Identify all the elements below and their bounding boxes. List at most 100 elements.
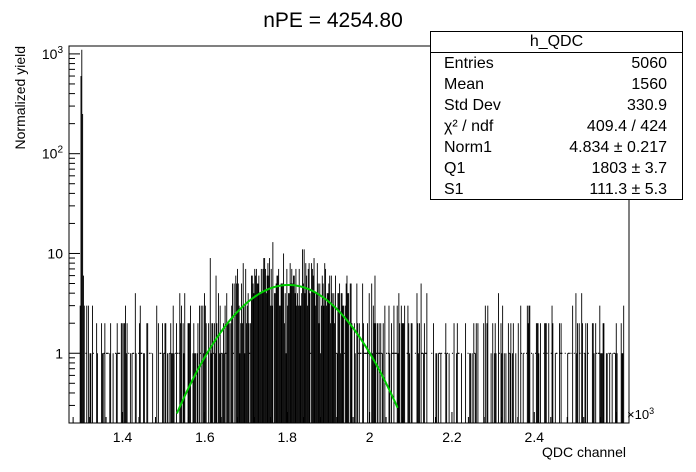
histogram-bin	[80, 76, 82, 423]
histogram-bin	[467, 352, 469, 354]
histogram-bin	[239, 353, 241, 423]
histogram-bin	[178, 352, 180, 354]
stats-row-value: 330.9	[626, 97, 667, 114]
histogram-bin	[325, 305, 327, 423]
x-axis-exponent: ×103	[627, 406, 654, 422]
histogram-bin	[96, 323, 98, 423]
histogram-bin	[326, 293, 328, 423]
stats-row-value: 4.834 ± 0.217	[569, 139, 667, 156]
histogram-bin	[483, 323, 485, 423]
histogram-bin	[502, 305, 504, 423]
histogram-bin	[495, 353, 497, 423]
histogram-bin	[423, 323, 425, 423]
histogram-bin	[367, 352, 369, 354]
histogram-bin	[251, 275, 253, 423]
histogram-bin	[375, 323, 377, 423]
histogram-bin	[599, 305, 601, 423]
histogram-bin	[165, 323, 167, 423]
histogram-bin	[498, 293, 499, 423]
histogram-bin	[223, 353, 225, 423]
histogram-bin	[451, 352, 453, 354]
histogram-bin	[605, 353, 607, 423]
histogram-bin	[106, 352, 107, 354]
histogram-bin	[292, 283, 294, 423]
histogram-bin	[106, 352, 108, 354]
histogram-bin	[417, 323, 419, 423]
histogram-bin	[83, 305, 85, 423]
histogram-bin	[104, 323, 106, 423]
stats-row: Q1 1803 ± 3.7	[431, 158, 682, 179]
stats-row-value: 5060	[631, 55, 667, 72]
histogram-bin	[79, 305, 81, 423]
histogram-bin	[167, 353, 168, 423]
histogram-bin	[486, 323, 488, 423]
histogram-bin	[559, 323, 560, 423]
stats-row-value: 409.4 / 424	[586, 118, 667, 135]
histogram-bin	[620, 323, 622, 423]
histogram-bin	[180, 323, 182, 423]
histogram-bin	[139, 323, 140, 423]
histogram-bin	[315, 305, 317, 423]
histogram-bin	[529, 305, 531, 423]
histogram-bin	[456, 353, 457, 423]
histogram-bin	[205, 323, 207, 423]
stats-row-value: 1560	[631, 76, 667, 93]
histogram-bin	[297, 305, 299, 423]
histogram-bin	[148, 352, 150, 354]
histogram-bin	[193, 323, 195, 423]
histogram-bin	[382, 323, 384, 423]
histogram-bin	[92, 352, 94, 354]
histogram-bin	[195, 353, 196, 423]
histogram-bin	[86, 305, 88, 423]
histogram-bin	[474, 352, 476, 354]
histogram-bin	[135, 353, 137, 423]
histogram-bin	[276, 275, 278, 423]
histogram-bin	[117, 352, 119, 354]
y-tick-label: 103	[42, 45, 64, 62]
histogram-bin	[214, 353, 216, 423]
histogram-bin	[439, 352, 441, 354]
histogram-bin	[249, 352, 251, 354]
histogram-bin	[271, 305, 273, 423]
histogram-bin	[202, 305, 204, 423]
histogram-bin	[133, 352, 135, 354]
histogram-bin	[306, 275, 308, 423]
histogram-bin	[120, 323, 122, 423]
histogram-bin	[411, 323, 413, 423]
histogram-bin	[330, 275, 332, 423]
histogram-bin	[610, 352, 611, 354]
histogram-bin	[199, 352, 201, 354]
histogram-bin	[445, 323, 447, 423]
histogram-bin	[512, 353, 513, 423]
histogram-bin	[365, 352, 367, 354]
histogram-bin	[540, 323, 541, 423]
histogram-bin	[279, 305, 281, 423]
histogram-bin	[520, 305, 522, 423]
histogram-bin	[248, 323, 250, 423]
x-tick-label: 2	[366, 429, 374, 445]
histogram-bin	[536, 323, 538, 423]
histogram-bin	[183, 353, 185, 423]
histogram-bin	[87, 305, 89, 423]
histogram-bin	[263, 258, 265, 423]
histogram-bin	[372, 305, 374, 423]
histogram-bin	[301, 293, 303, 423]
histogram-bin	[318, 323, 320, 423]
stats-box: h_QDC Entries 5060 Mean 1560 Std Dev 330.9 χ² …	[430, 31, 683, 200]
histogram-bin	[622, 353, 624, 423]
histogram-bin	[187, 323, 189, 423]
histogram-bin	[314, 293, 316, 423]
histogram-bin	[609, 353, 611, 423]
histogram-bin	[212, 323, 214, 423]
histogram-bin	[591, 323, 593, 423]
histogram-bin	[581, 293, 583, 423]
histogram-bin	[601, 353, 602, 423]
histogram-bin	[353, 323, 355, 423]
histogram-bin	[424, 352, 426, 354]
histogram-bin	[395, 352, 397, 354]
histogram-bin	[189, 323, 191, 423]
histogram-bin	[211, 323, 213, 423]
histogram-bin	[261, 293, 263, 423]
histogram-bin	[438, 352, 440, 354]
histogram-bin	[147, 323, 149, 423]
